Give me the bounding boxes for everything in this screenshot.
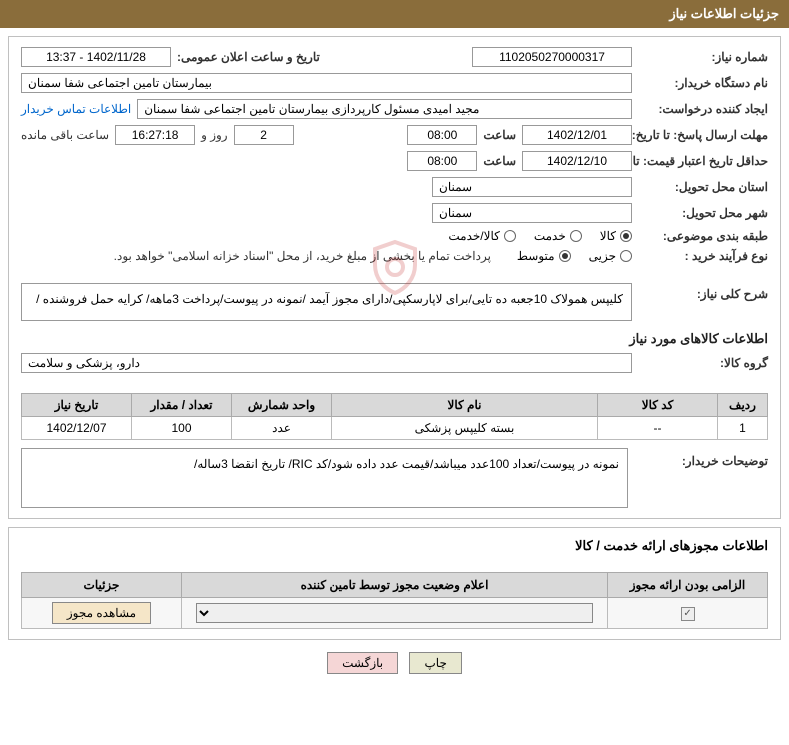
radio-both[interactable]: کالا/خدمت (448, 229, 515, 243)
remaining-suffix: ساعت باقی مانده (21, 128, 109, 142)
cell-qty: 100 (132, 417, 232, 440)
footer-buttons: چاپ بازگشت (0, 652, 789, 674)
radio-dot-icon (504, 230, 516, 242)
radio-dot-icon (570, 230, 582, 242)
radio-goods[interactable]: کالا (600, 229, 632, 243)
radio-medium-label: متوسط (517, 249, 555, 263)
back-button[interactable]: بازگشت (327, 652, 398, 674)
cell-date: 1402/12/07 (22, 417, 132, 440)
days-word: روز و (201, 128, 228, 142)
radio-partial-label: جزیی (589, 249, 616, 263)
days-remaining: 2 (234, 125, 294, 145)
city-label: شهر محل تحویل: (638, 206, 768, 220)
th-code: کد کالا (598, 394, 718, 417)
table-header-row: ردیف کد کالا نام کالا واحد شمارش تعداد /… (22, 394, 768, 417)
row-group: گروه کالا: دارو، پزشکی و سلامت (21, 353, 768, 373)
lth-status: اعلام وضعیت مجوز توسط تامین کننده (182, 573, 608, 598)
group-value: دارو، پزشکی و سلامت (21, 353, 632, 373)
time-remaining: 16:27:18 (115, 125, 195, 145)
summary-value: کلیپس همولاک 10جعبه ده تایی/برای لاپارسک… (21, 283, 632, 321)
announce-value: 1402/11/28 - 13:37 (21, 47, 171, 67)
row-validity: حداقل تاریخ اعتبار قیمت: تا تاریخ: 1402/… (21, 151, 768, 171)
th-unit: واحد شمارش (232, 394, 332, 417)
row-process: نوع فرآیند خرید : جزیی متوسط پرداخت تمام… (21, 249, 768, 263)
row-buyer-note: توضیحات خریدار: نمونه در پیوست/تعداد 100… (21, 448, 768, 508)
category-label: طبقه بندی موضوعی: (638, 229, 768, 243)
panel-header: جزئیات اطلاعات نیاز (0, 0, 789, 28)
city-value: سمنان (432, 203, 632, 223)
deadline-time: 08:00 (407, 125, 477, 145)
radio-partial[interactable]: جزیی (589, 249, 632, 263)
radio-dot-icon (620, 250, 632, 262)
requester-value: مجید امیدی مسئول کارپردازی بیمارستان تام… (137, 99, 632, 119)
requester-label: ایجاد کننده درخواست: (638, 102, 768, 116)
validity-time: 08:00 (407, 151, 477, 171)
panel-title: جزئیات اطلاعات نیاز (669, 6, 779, 21)
th-date: تاریخ نیاز (22, 394, 132, 417)
contact-link[interactable]: اطلاعات تماس خریدار (21, 102, 131, 116)
process-label: نوع فرآیند خرید : (638, 249, 768, 263)
group-label: گروه کالا: (638, 356, 768, 370)
buyer-value: بیمارستان تامین اجتماعی شفا سمنان (21, 73, 632, 93)
row-city: شهر محل تحویل: سمنان (21, 203, 768, 223)
license-header-row: الزامی بودن ارائه مجوز اعلام وضعیت مجوز … (22, 573, 768, 598)
buyer-label: نام دستگاه خریدار: (638, 76, 768, 90)
row-category: طبقه بندی موضوعی: کالا خدمت کالا/خدمت (21, 229, 768, 243)
process-note: پرداخت تمام یا بخشی از مبلغ خرید، از محل… (114, 249, 491, 263)
checkbox-checked-icon[interactable]: ✓ (681, 607, 695, 621)
license-panel: اطلاعات مجوزهای ارائه خدمت / کالا الزامی… (8, 527, 781, 640)
need-number-value: 1102050270000317 (472, 47, 632, 67)
print-button[interactable]: چاپ (409, 652, 461, 674)
goods-section-title: اطلاعات کالاهای مورد نیاز (21, 331, 768, 347)
row-requester: ایجاد کننده درخواست: مجید امیدی مسئول کا… (21, 99, 768, 119)
cell-name: بسته کلیپس پزشکی (332, 417, 598, 440)
province-label: استان محل تحویل: (638, 180, 768, 194)
row-buyer: نام دستگاه خریدار: بیمارستان تامین اجتما… (21, 73, 768, 93)
validity-label: حداقل تاریخ اعتبار قیمت: تا تاریخ: (638, 154, 768, 168)
province-value: سمنان (432, 177, 632, 197)
buyer-note-label: توضیحات خریدار: (638, 448, 768, 468)
summary-label: شرح کلی نیاز: (638, 283, 768, 301)
lth-mandatory: الزامی بودن ارائه مجوز (608, 573, 768, 598)
row-summary: شرح کلی نیاز: کلیپس همولاک 10جعبه ده تای… (21, 283, 768, 321)
deadline-date: 1402/12/01 (522, 125, 632, 145)
license-table: الزامی بودن ارائه مجوز اعلام وضعیت مجوز … (21, 572, 768, 629)
cell-code: -- (598, 417, 718, 440)
row-province: استان محل تحویل: سمنان (21, 177, 768, 197)
announce-label: تاریخ و ساعت اعلان عمومی: (177, 50, 320, 64)
radio-service-label: خدمت (534, 229, 566, 243)
th-name: نام کالا (332, 394, 598, 417)
deadline-label: مهلت ارسال پاسخ: تا تاریخ: (638, 128, 768, 142)
time-label-1: ساعت (483, 128, 516, 142)
radio-both-label: کالا/خدمت (448, 229, 499, 243)
view-license-button[interactable]: مشاهده مجوز (52, 602, 151, 624)
status-select[interactable] (196, 603, 592, 623)
th-row: ردیف (718, 394, 768, 417)
radio-goods-label: کالا (600, 229, 616, 243)
validity-date: 1402/12/10 (522, 151, 632, 171)
buyer-note-value: نمونه در پیوست/تعداد 100عدد میباشد/قیمت … (21, 448, 628, 508)
th-qty: تعداد / مقدار (132, 394, 232, 417)
row-deadline: مهلت ارسال پاسخ: تا تاریخ: 1402/12/01 سا… (21, 125, 768, 145)
license-row: ✓ مشاهده مجوز (22, 598, 768, 629)
radio-dot-selected-icon (620, 230, 632, 242)
license-status-cell (182, 598, 608, 629)
process-radio-group: جزیی متوسط (517, 249, 632, 263)
category-radio-group: کالا خدمت کالا/خدمت (448, 229, 632, 243)
cell-unit: عدد (232, 417, 332, 440)
license-section-title: اطلاعات مجوزهای ارائه خدمت / کالا (21, 538, 768, 554)
goods-table: ردیف کد کالا نام کالا واحد شمارش تعداد /… (21, 393, 768, 440)
cell-row: 1 (718, 417, 768, 440)
license-mandatory-cell: ✓ (608, 598, 768, 629)
row-need-number: شماره نیاز: 1102050270000317 تاریخ و ساع… (21, 47, 768, 67)
time-label-2: ساعت (483, 154, 516, 168)
radio-medium[interactable]: متوسط (517, 249, 571, 263)
table-row: 1 -- بسته کلیپس پزشکی عدد 100 1402/12/07 (22, 417, 768, 440)
radio-service[interactable]: خدمت (534, 229, 582, 243)
radio-dot-selected-icon (559, 250, 571, 262)
main-panel: شماره نیاز: 1102050270000317 تاریخ و ساع… (8, 36, 781, 519)
need-number-label: شماره نیاز: (638, 50, 768, 64)
lth-details: جزئیات (22, 573, 182, 598)
license-details-cell: مشاهده مجوز (22, 598, 182, 629)
